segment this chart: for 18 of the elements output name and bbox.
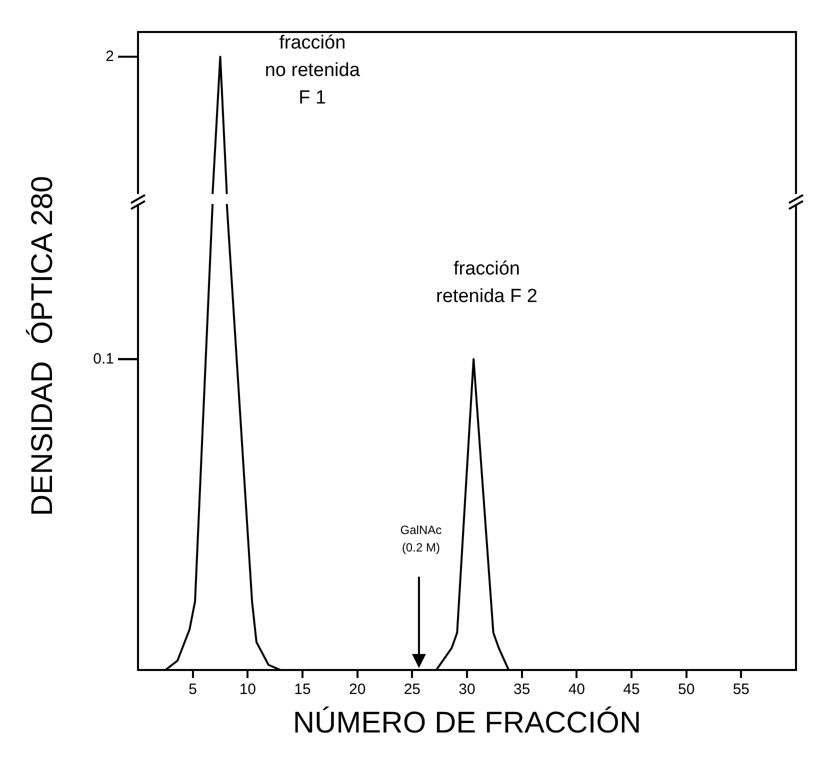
text: 0.1 (93, 350, 114, 368)
annotation: fracción no retenida F 1 (264, 32, 360, 109)
y-axis-title: DENSIDAD ÓPTICA 280 (26, 176, 60, 516)
x-tick-label: 35 (513, 681, 530, 698)
x-tick-label: 55 (732, 681, 750, 698)
x-tick-label: 10 (239, 681, 256, 698)
x-axis-title: NÚMERO DE FRACCIÓN (292, 705, 642, 740)
x-tick-label: 50 (678, 681, 695, 698)
x-tick-label: 30 (458, 681, 476, 698)
x-tick-label: 40 (568, 681, 586, 698)
x-tick-label: 45 (623, 681, 640, 698)
text: 2 (106, 48, 114, 65)
x-tick-label: 25 (404, 681, 421, 698)
annotation: fracción retenida F 2 (436, 258, 538, 308)
x-tick-label: 20 (348, 681, 366, 698)
annotation: GalNAc (0.2 M) (400, 523, 442, 555)
x-tick-label: 5 (188, 681, 198, 698)
x-tick-label: 15 (294, 681, 311, 698)
